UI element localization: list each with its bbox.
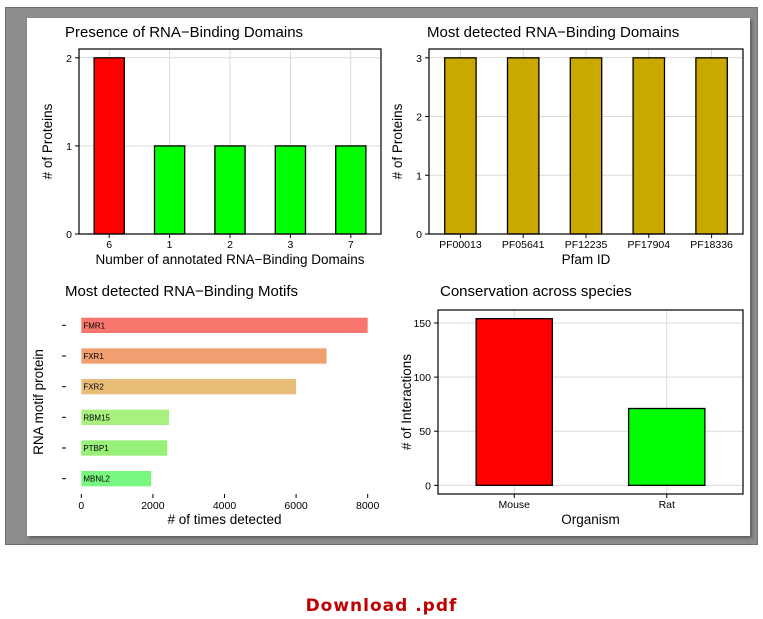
figure-panel: Presence of RNA−Binding Domains 0 1 2 6 1 2 3 7 N… (27, 18, 750, 536)
presence-xtick-label: 1 (167, 239, 173, 251)
pfam-y-axis-label: # of Proteins (390, 103, 405, 179)
motifs-bar-label: MBNL2 (83, 475, 110, 484)
pfam-chart-title: Most detected RNA−Binding Domains (427, 24, 679, 41)
pfam-xtick-label: PF00013 (439, 239, 482, 251)
pfam-xtick-label: PF18336 (690, 239, 733, 251)
conservation-ytick-label: 0 (425, 480, 431, 492)
conservation-ytick-label: 100 (413, 372, 431, 384)
pfam-x-axis-label: Pfam ID (562, 252, 611, 267)
conservation-bar-rat (627, 407, 706, 486)
pfam-ytick-label: 2 (416, 112, 422, 124)
motifs-y-axis-label: RNA motif protein (31, 349, 46, 455)
motifs-bar-fxr1 (81, 348, 327, 364)
presence-bar-2 (214, 145, 246, 235)
conservation-bar-mouse (475, 318, 554, 486)
pfam-bar-pf18336 (695, 57, 728, 235)
motifs-bar-label: FMR1 (83, 321, 105, 330)
presence-xtick-label: 6 (106, 239, 112, 251)
pfam-xtick-label: PF05641 (502, 239, 545, 251)
motifs-x-axis-label: # of times detected (167, 512, 281, 527)
presence-ytick-label: 1 (66, 141, 72, 153)
pfam-ytick-label: 0 (416, 229, 422, 241)
conservation-ytick-label: 50 (419, 426, 431, 438)
presence-xtick-label: 3 (287, 239, 293, 251)
motifs-bar-label: FXR2 (83, 383, 104, 392)
presence-y-axis-label: # of Proteins (40, 103, 55, 179)
pfam-bar-pf12235 (569, 57, 603, 235)
motifs-chart-title: Most detected RNA−Binding Motifs (65, 283, 298, 300)
conservation-plot-frame (437, 309, 744, 495)
presence-ytick-label: 2 (66, 53, 72, 65)
motifs-xtick-label: 6000 (284, 500, 308, 512)
motifs-xtick-label: 8000 (356, 500, 380, 512)
motifs-bar-label: PTBP1 (83, 444, 109, 453)
motifs-bar-fxr2 (81, 379, 297, 395)
conservation-xtick-label: Mouse (498, 499, 530, 511)
motifs-bar-label: FXR1 (83, 352, 104, 361)
pfam-bar-pf05641 (506, 57, 540, 235)
motifs-bar-rbm15 (81, 409, 170, 425)
conservation-ytick-label: 150 (413, 318, 431, 330)
motifs-bar-label: RBM15 (83, 413, 110, 422)
pfam-ytick-label: 3 (416, 53, 422, 65)
motifs-xtick-label: 2000 (141, 500, 165, 512)
presence-bar-3 (274, 145, 307, 235)
motifs-bar-ptbp1 (81, 440, 168, 456)
presence-bar-6 (93, 57, 125, 235)
download-pdf-link[interactable]: Download .pdf (305, 596, 458, 616)
presence-xtick-label: 2 (227, 239, 233, 251)
presence-bar-7 (335, 145, 367, 235)
pfam-ytick-label: 1 (416, 170, 422, 182)
conservation-x-axis-label: Organism (561, 512, 620, 527)
motifs-bar-mbnl2 (81, 471, 152, 487)
presence-chart-title: Presence of RNA−Binding Domains (65, 24, 303, 41)
presence-x-axis-label: Number of annotated RNA−Binding Domains (95, 252, 364, 267)
pfam-xtick-label: PF12235 (565, 239, 608, 251)
presence-bar-1 (153, 145, 186, 235)
figure-frame: Presence of RNA−Binding Domains 0 1 2 6 1 2 3 7 N… (5, 7, 758, 545)
presence-ytick-label: 0 (66, 229, 72, 241)
pfam-bar-pf17904 (632, 57, 666, 235)
pfam-bar-pf00013 (444, 57, 477, 235)
conservation-xtick-label: Rat (659, 499, 675, 511)
conservation-y-axis-label: # of Interactions (399, 354, 414, 450)
presence-xtick-label: 7 (348, 239, 354, 251)
motifs-xtick-label: 4000 (213, 500, 237, 512)
motifs-bar-fmr1 (81, 317, 368, 333)
motifs-xtick-label: 0 (78, 500, 84, 512)
pfam-xtick-label: PF17904 (627, 239, 670, 251)
conservation-chart-title: Conservation across species (440, 283, 632, 300)
figure-svg: Presence of RNA−Binding Domains 0 1 2 6 1 2 3 7N… (31, 24, 744, 527)
